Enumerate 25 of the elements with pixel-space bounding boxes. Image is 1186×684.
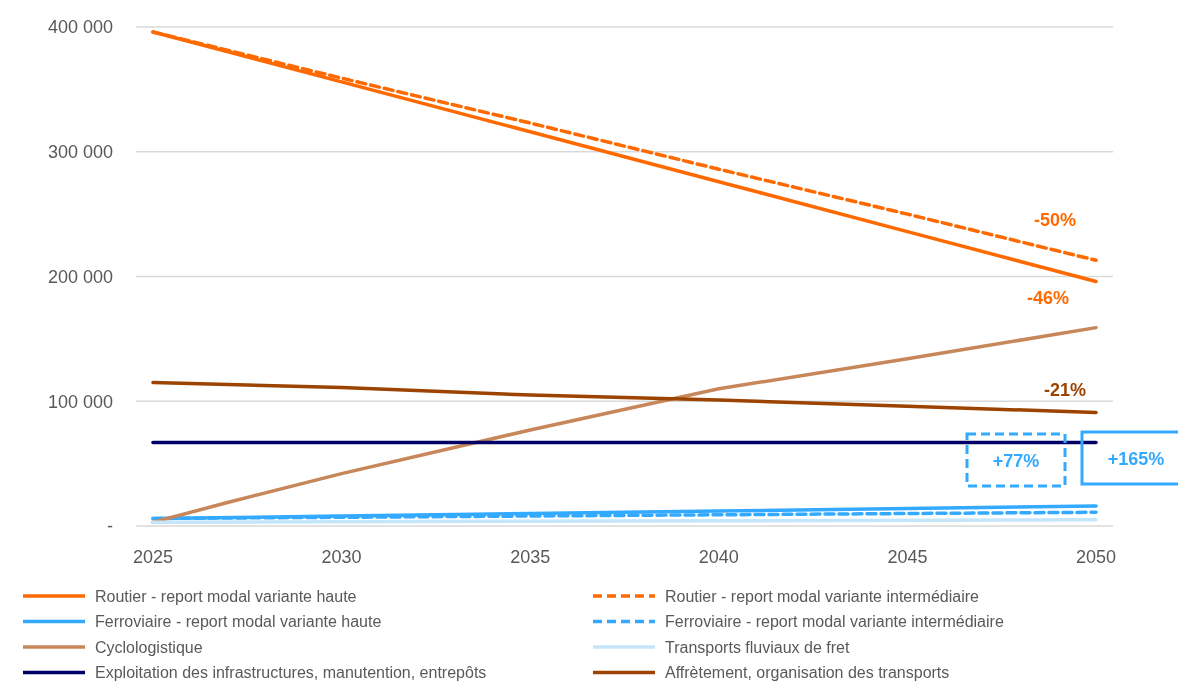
x-tick-label: 2040 [698, 547, 739, 568]
legend-label: Ferroviaire - report modal variante intermédiaire [665, 613, 1004, 631]
legend-label: Routier - report modal variante haute [95, 587, 357, 605]
annotation: -50% [1033, 210, 1077, 231]
annotation: +77% [992, 451, 1040, 472]
legend-label: Routier - report modal variante intermédiaire [665, 587, 980, 605]
annotation: +165% [1107, 449, 1165, 470]
x-tick-label: 2045 [887, 547, 928, 568]
x-tick-label: 2035 [510, 547, 551, 568]
line-series [151, 380, 1098, 415]
y-tick-label: - [107, 516, 113, 537]
x-tick-label: 2025 [132, 547, 173, 568]
y-tick-label: 300 000 [47, 142, 113, 163]
legend-label: Transports fluviaux de fret [665, 638, 850, 656]
legend-label: Ferroviaire - report modal variante haute [95, 613, 382, 631]
x-tick-label: 2030 [321, 547, 362, 568]
legend-label: Affrètement, organisation des transports [665, 664, 950, 682]
x-tick-label: 2050 [1076, 547, 1117, 568]
legend-label: Exploitation des infrastructures, manutention, entrepôts [95, 664, 487, 682]
legend-label: Cyclologistique [95, 638, 203, 656]
y-tick-label: 400 000 [47, 17, 113, 38]
annotation: -46% [1026, 288, 1070, 309]
annotation: -21% [1043, 380, 1087, 401]
y-tick-label: 200 000 [47, 266, 113, 287]
y-tick-label: 100 000 [47, 391, 113, 412]
